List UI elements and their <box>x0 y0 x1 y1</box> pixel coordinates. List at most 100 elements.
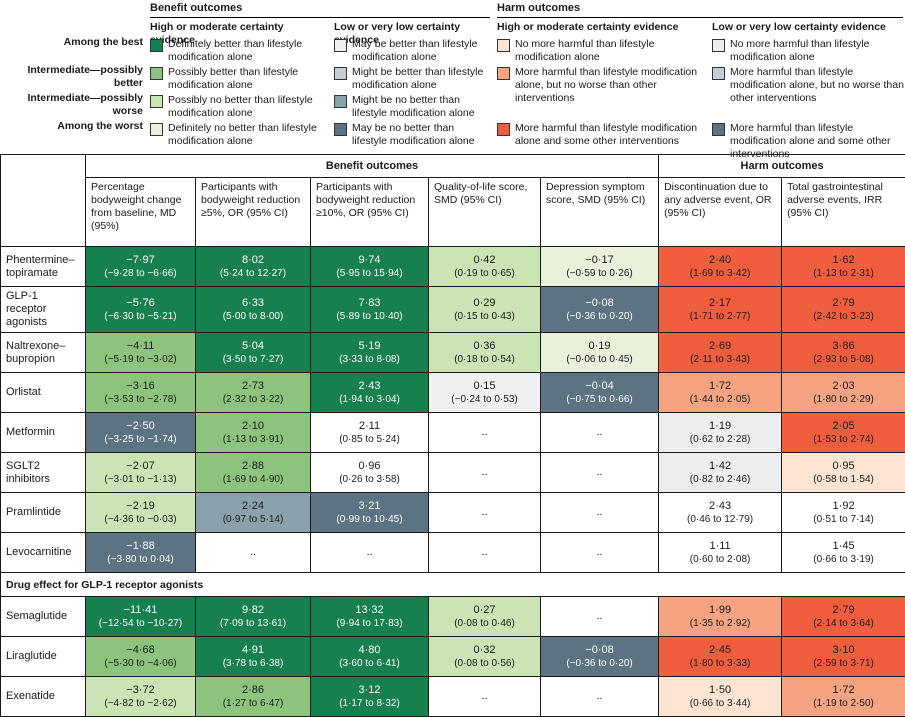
cell-value: 9·82 <box>198 604 308 617</box>
cell-ci: (0·60 to 2·08) <box>661 553 779 566</box>
result-cell: 3·12(1·17 to 8·32) <box>311 677 429 717</box>
results-table: Benefit outcomes Harm outcomes Percentag… <box>0 154 905 717</box>
legend-item-label: More harmful than lifestyle modification… <box>730 66 905 105</box>
result-cell: −2·50(−3·25 to −1·74) <box>86 413 196 453</box>
result-cell: −0·04(−0·75 to 0·66) <box>541 373 659 413</box>
cell-ci: (0·85 to 5·24) <box>313 433 426 446</box>
cell-value: .. <box>543 610 656 623</box>
result-cell: 1·42(0·82 to 2·46) <box>659 453 782 493</box>
legend-item: Might be better than lifestyle modificat… <box>334 66 490 92</box>
cell-value: 13·32 <box>313 604 426 617</box>
cell-value: −7·97 <box>88 254 193 267</box>
result-cell: −3·16(−3·53 to −2·78) <box>86 373 196 413</box>
cell-value: −5·76 <box>88 297 193 310</box>
benefit-group-header: Benefit outcomes <box>86 155 659 178</box>
column-header: Participants with bodyweight reduction ≥… <box>196 178 311 247</box>
cell-ci: (−4·82 to −2·62) <box>88 697 193 710</box>
cell-ci: (0·62 to 2·28) <box>661 433 779 446</box>
cell-ci: (1·69 to 3·42) <box>661 267 779 280</box>
cell-value: −0·08 <box>543 297 656 310</box>
cell-value: 4·80 <box>313 644 426 657</box>
legend-swatch-b1 <box>334 39 347 52</box>
drug-label: Orlistat <box>1 373 86 413</box>
cell-ci: (−3·53 to −2·78) <box>88 393 193 406</box>
cell-value: 2·03 <box>784 380 903 393</box>
cell-ci: (0·99 to 10·45) <box>313 513 426 526</box>
cell-value: −3·72 <box>88 684 193 697</box>
section-header: Drug effect for GLP-1 receptor agonists <box>1 573 905 597</box>
result-cell: 6·33(5·00 to 8·00) <box>196 287 311 333</box>
cell-value: 1·72 <box>661 380 779 393</box>
legend-benefit-high-items: Definitely better than lifestyle modific… <box>150 38 332 152</box>
cell-ci: (9·94 to 17·83) <box>313 617 426 630</box>
cell-value: 3·21 <box>313 500 426 513</box>
cell-value: 1·99 <box>661 604 779 617</box>
legend-swatch-r2 <box>497 67 510 80</box>
cell-ci: (−3·01 to −1·13) <box>88 473 193 486</box>
legend-row-label-intermediate-better: Intermediate—possibly better <box>0 64 143 92</box>
legend-harm-low-items: No more harmful than lifestyle modificat… <box>712 38 905 152</box>
result-cell: .. <box>541 597 659 637</box>
cell-ci: (3·33 to 8·08) <box>313 353 426 366</box>
cell-value: 2·88 <box>198 460 308 473</box>
section-header-row: Drug effect for GLP-1 receptor agonists <box>1 573 905 597</box>
table-row: Exenatide−3·72(−4·82 to −2·62)2·86(1·27 … <box>1 677 905 717</box>
result-cell: 0·27(0·08 to 0·46) <box>429 597 541 637</box>
result-cell: 7·83(5·89 to 10·40) <box>311 287 429 333</box>
result-cell: 2·11(0·85 to 5·24) <box>311 413 429 453</box>
result-cell: 8·02(5·24 to 12·27) <box>196 247 311 287</box>
cell-value: −2·19 <box>88 500 193 513</box>
cell-ci: (1·44 to 2·05) <box>661 393 779 406</box>
cell-value: 2·40 <box>661 254 779 267</box>
legend-swatch-b3 <box>334 95 347 108</box>
cell-value: .. <box>543 506 656 519</box>
result-cell: 2·86(1·27 to 6·47) <box>196 677 311 717</box>
cell-ci: (0·51 to 7·14) <box>784 513 903 526</box>
column-header: Depression symptom score, SMD (95% CI) <box>541 178 659 247</box>
result-cell: −0·08(−0·36 to 0·20) <box>541 637 659 677</box>
drug-label: Liraglutide <box>1 637 86 677</box>
cell-ci: (3·60 to 6·41) <box>313 657 426 670</box>
result-cell: 3·21(0·99 to 10·45) <box>311 493 429 533</box>
cell-value: .. <box>431 426 538 439</box>
result-cell: 9·82(7·09 to 13·61) <box>196 597 311 637</box>
cell-value: 0·32 <box>431 644 538 657</box>
result-cell: −2·19(−4·36 to −0·03) <box>86 493 196 533</box>
table-row: Metformin−2·50(−3·25 to −1·74)2·10(1·13 … <box>1 413 905 453</box>
cell-value: 1·19 <box>661 420 779 433</box>
legend-swatch-h3 <box>712 123 725 136</box>
cell-value: −3·16 <box>88 380 193 393</box>
cell-value: 2·05 <box>784 420 903 433</box>
cell-value: 2·24 <box>198 500 308 513</box>
cell-ci: (1·71 to 2·77) <box>661 310 779 323</box>
result-cell: −4·68(−5·30 to −4·06) <box>86 637 196 677</box>
legend-swatch-g2 <box>150 67 163 80</box>
cell-ci: (5·24 to 12·27) <box>198 267 308 280</box>
cell-value: 1·62 <box>784 254 903 267</box>
cell-value: .. <box>313 546 426 559</box>
result-cell: 2·73(2·32 to 3·22) <box>196 373 311 413</box>
cell-ci: (−0·36 to 0·20) <box>543 310 656 323</box>
cell-value: −0·17 <box>543 254 656 267</box>
legend-benefit-low-items: May be better than lifestyle modificatio… <box>334 38 490 152</box>
result-cell: 4·80(3·60 to 6·41) <box>311 637 429 677</box>
legend-row-label-best: Among the best <box>0 36 143 64</box>
result-cell: −2·07(−3·01 to −1·13) <box>86 453 196 493</box>
cell-ci: (1·53 to 2·74) <box>784 433 903 446</box>
cell-ci: (−0·36 to 0·20) <box>543 657 656 670</box>
legend-swatch-g4 <box>150 123 163 136</box>
result-cell: .. <box>541 533 659 573</box>
cell-value: 9·74 <box>313 254 426 267</box>
result-cell: −11·41(−12·54 to −10·27) <box>86 597 196 637</box>
legend-harm-low-title: Low or very low certainty evidence <box>712 21 905 34</box>
result-cell: .. <box>429 453 541 493</box>
cell-ci: (0·15 to 0·43) <box>431 310 538 323</box>
result-cell: 9·74(5·95 to 15·94) <box>311 247 429 287</box>
legend-swatch-b4 <box>334 123 347 136</box>
cell-value: 0·36 <box>431 340 538 353</box>
cell-value: 0·15 <box>431 380 538 393</box>
drug-label: Naltrexone–bupropion <box>1 333 86 373</box>
result-cell: 2·03(1·80 to 2·29) <box>782 373 905 413</box>
cell-value: −0·08 <box>543 644 656 657</box>
cell-value: .. <box>431 466 538 479</box>
